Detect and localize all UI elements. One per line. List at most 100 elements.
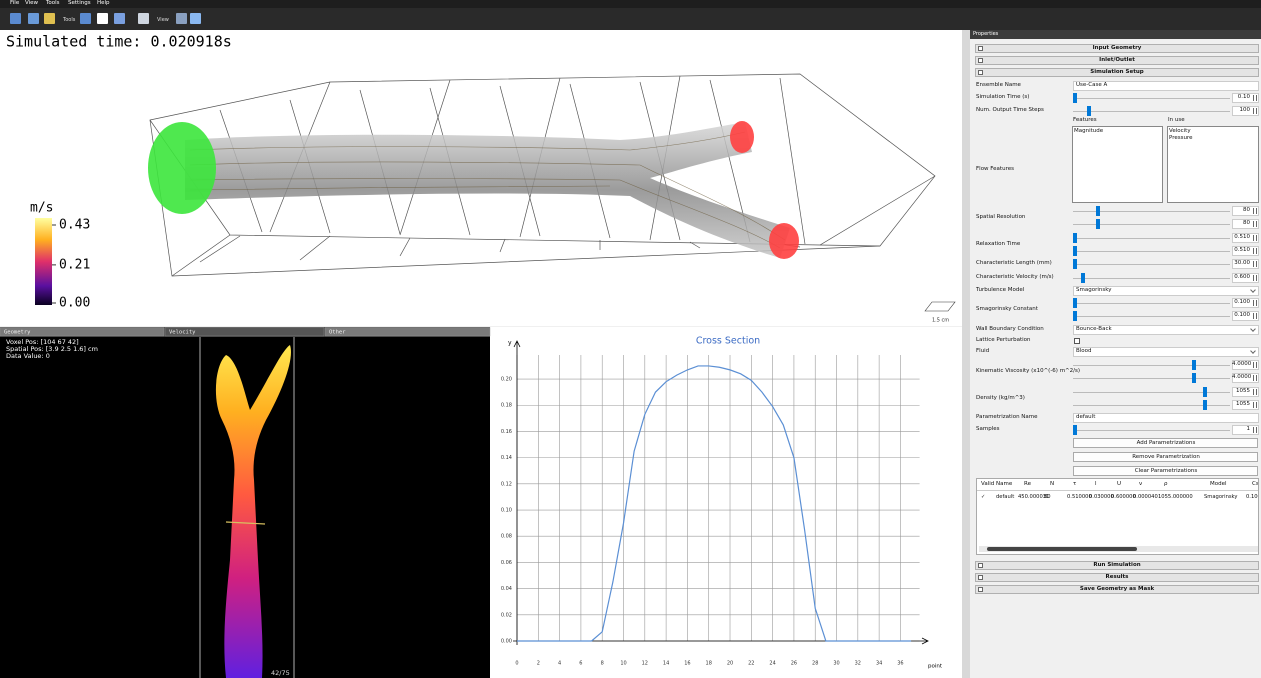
toolbar-label: View: [157, 18, 169, 23]
toolbar-icon[interactable]: [44, 13, 55, 24]
spinbox-value: 80: [1232, 221, 1250, 227]
menu-item[interactable]: File: [10, 1, 19, 7]
slider-track: [1073, 251, 1230, 252]
slider-handle[interactable]: [1203, 400, 1207, 410]
spinbox-value: 80: [1232, 208, 1250, 214]
column-header: Model: [1210, 482, 1227, 488]
input-value: Use-Case A: [1076, 83, 1107, 89]
tab-label: Geometry: [4, 330, 31, 336]
toolbar-icon[interactable]: [97, 13, 108, 24]
toolbar-icon[interactable]: [176, 13, 187, 24]
slider-track: [1073, 238, 1230, 239]
x-tick-label: 36: [897, 661, 903, 667]
spin-arrows: [1253, 208, 1257, 214]
table-cell: 80: [1044, 495, 1051, 500]
column-header: τ: [1073, 482, 1076, 488]
table-cell: ✓: [981, 495, 985, 500]
spinbox-value: 0.510: [1232, 248, 1250, 254]
panel-title: Properties: [973, 32, 998, 37]
field-label: Samples: [976, 427, 1000, 433]
slider-track: [1073, 316, 1230, 317]
chart-panel: [490, 327, 962, 678]
spin-arrows: [1253, 362, 1257, 368]
spinbox-value: 0.100: [1232, 300, 1250, 306]
slider-handle[interactable]: [1203, 387, 1207, 397]
list-box[interactable]: [1072, 126, 1163, 203]
spinbox-value: 0.10: [1232, 95, 1250, 101]
menu-item[interactable]: Tools: [46, 1, 60, 7]
x-tick-label: 2: [537, 661, 540, 667]
spin-arrows: [1253, 375, 1257, 381]
list-item[interactable]: Velocity: [1169, 129, 1191, 135]
slider-handle[interactable]: [1073, 93, 1077, 103]
section-title: Run Simulation: [975, 563, 1259, 569]
x-tick-label: 30: [833, 661, 839, 667]
spin-arrows: [1253, 235, 1257, 241]
slice-info: Data Value: 0: [6, 352, 50, 360]
menu-item[interactable]: Settings: [68, 1, 91, 7]
slider-handle[interactable]: [1081, 273, 1085, 283]
slider-handle[interactable]: [1192, 373, 1196, 383]
table-cell: 0.000040: [1133, 495, 1158, 500]
field-label: Ensemble Name: [976, 83, 1021, 89]
tab-label: Velocity: [169, 330, 196, 336]
spinbox-value: 4.0000: [1232, 375, 1250, 381]
slider-track: [1073, 98, 1230, 99]
spinbox-value: 0.100: [1232, 313, 1250, 319]
x-tick-label: 14: [663, 661, 669, 667]
menu-item[interactable]: Help: [97, 1, 110, 7]
colorbar-tick-label: 0.00: [59, 296, 90, 311]
field-label: Spatial Resolution: [976, 215, 1025, 221]
toolbar-icon[interactable]: [138, 13, 149, 24]
slider-handle[interactable]: [1096, 206, 1100, 216]
checkbox[interactable]: [1074, 338, 1080, 344]
x-tick-label: 10: [620, 661, 626, 667]
x-tick-label: 24: [769, 661, 775, 667]
spin-arrows: [1253, 427, 1257, 433]
x-axis-label: point: [928, 664, 943, 670]
menu-item[interactable]: View: [25, 1, 38, 7]
toolbar-icon[interactable]: [80, 13, 91, 24]
scale-label: 1.5 cm: [932, 318, 949, 324]
field-label: Simulation Time (s): [976, 95, 1029, 101]
field-label: Wall Boundary Condition: [976, 327, 1044, 333]
toolbar-icon[interactable]: [28, 13, 39, 24]
vessel: [148, 121, 799, 259]
colorbar-unit: m/s: [30, 201, 53, 216]
spin-arrows: [1253, 402, 1257, 408]
spin-arrows: [1253, 389, 1257, 395]
toolbar-icon[interactable]: [190, 13, 201, 24]
table-cell: 1055.000000: [1158, 495, 1193, 500]
column-header: Valid: [981, 482, 994, 488]
y-axis-label: y: [508, 340, 512, 347]
slider-handle[interactable]: [1087, 106, 1091, 116]
spin-arrows: [1253, 95, 1257, 101]
spinbox-value: 0.600: [1232, 275, 1250, 281]
slider-handle[interactable]: [1073, 233, 1077, 243]
app: { "menu": ["File", "View", "Tools", "Set…: [0, 0, 1261, 678]
slider-handle[interactable]: [1192, 360, 1196, 370]
header-rule: [977, 490, 1259, 491]
slider-handle[interactable]: [1096, 219, 1100, 229]
slider-handle[interactable]: [1073, 259, 1077, 269]
list-item[interactable]: Pressure: [1169, 136, 1193, 142]
scrollbar-thumb[interactable]: [987, 547, 1137, 551]
slider-track: [1073, 264, 1230, 265]
list-item[interactable]: Magnitude: [1074, 129, 1103, 135]
field-label: Num. Output Time Steps: [976, 108, 1044, 114]
column-header: l: [1095, 482, 1097, 488]
x-tick-label: 22: [748, 661, 754, 667]
toolbar-icon[interactable]: [114, 13, 125, 24]
slider-handle[interactable]: [1073, 246, 1077, 256]
field-label: Parametrization Name: [976, 415, 1038, 421]
views: Simulated time: 0.020918sm/s0.430.210.00…: [0, 0, 970, 678]
slider-handle[interactable]: [1073, 311, 1077, 321]
y-tick-label: 0.04: [501, 586, 512, 592]
combo-box[interactable]: [1073, 347, 1259, 357]
x-tick-label: 28: [812, 661, 818, 667]
combo-value: Blood: [1076, 349, 1092, 355]
slider-handle[interactable]: [1073, 425, 1077, 435]
slider-handle[interactable]: [1073, 298, 1077, 308]
text-input[interactable]: [1073, 413, 1259, 423]
toolbar-icon[interactable]: [10, 13, 21, 24]
